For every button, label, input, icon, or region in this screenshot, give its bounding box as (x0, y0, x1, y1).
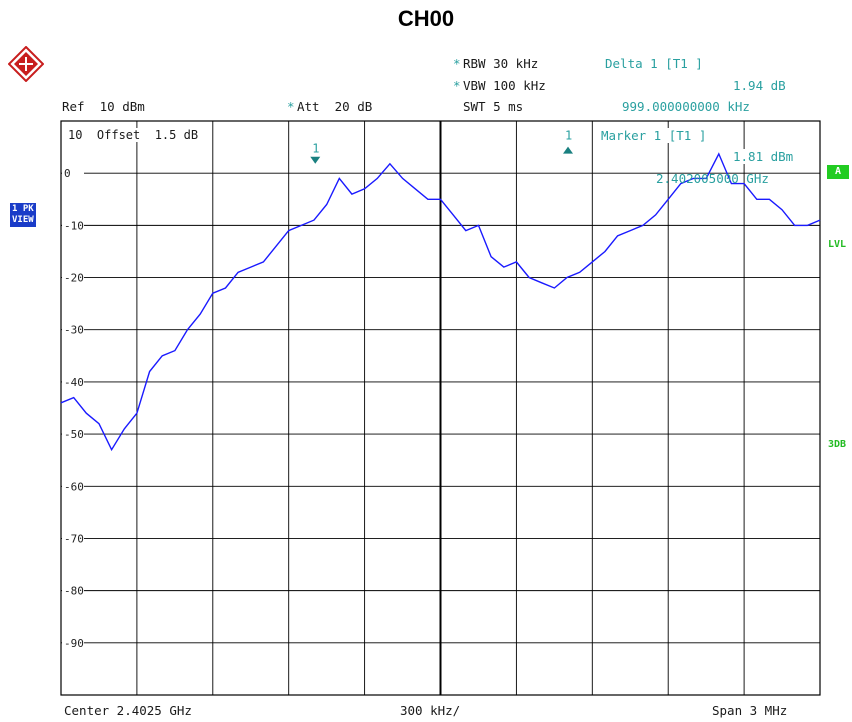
delta-marker-label: Delta 1 [T1 ] (605, 56, 703, 71)
y-tick-labels: 0 -10 -20 -30 -40 -50 -60 -70 -80 -90 (62, 167, 84, 650)
vbw-label: VBW 100 kHz (463, 78, 546, 93)
y-tick-label-bg (62, 271, 84, 283)
y-tick-label-bg (62, 532, 84, 544)
y-tick-label: -20 (64, 272, 84, 285)
lvl-label: LVL (828, 239, 847, 250)
trace-line (60, 152, 821, 452)
rohde-schwarz-logo-icon (8, 46, 44, 82)
center-frequency-label: Center 2.4025 GHz (64, 703, 192, 718)
plot-grid (60, 120, 821, 696)
trace-a-badge: A (827, 165, 849, 179)
offset-label: 10 Offset 1.5 dB (68, 128, 199, 142)
ref-level-label: Ref 10 dBm (62, 99, 145, 114)
span-label: Span 3 MHz (712, 703, 788, 718)
delta-marker-frequency: 999.000000000 kHz (622, 99, 750, 114)
y-tick-label: -90 (64, 637, 84, 650)
marker-triangle (310, 156, 321, 164)
y-tick-label-bg (62, 219, 84, 231)
y-tick-label-bg (62, 167, 84, 179)
y-tick-label-bg (62, 428, 84, 440)
chart-title: CH00 (397, 6, 455, 31)
marker-number-label: 1 (312, 142, 319, 156)
y-tick-label: -80 (64, 585, 84, 598)
y-tick-label-bg (62, 636, 84, 648)
y-tick-label: -30 (64, 324, 84, 337)
trace-mode-tag: 1 PK VIEW (10, 203, 36, 227)
3db-label: 3DB (828, 439, 847, 450)
marker-number-label: 1 (565, 129, 572, 143)
trace-mode-line1: 1 PK (12, 204, 34, 214)
y-tick-label: -70 (64, 532, 84, 545)
per-division-label: 300 kHz/ (400, 703, 461, 718)
y-tick-label: -10 (64, 219, 84, 232)
y-tick-label: -50 (64, 428, 84, 441)
swt-label: SWT 5 ms (463, 99, 524, 114)
delta-marker-value: 1.94 dB (733, 78, 786, 93)
trace-mode-line2: VIEW (12, 215, 34, 225)
y-tick-label: -40 (64, 376, 84, 389)
y-tick-label: 0 (64, 167, 71, 180)
y-tick-label-bg (62, 323, 84, 335)
att-star: * (287, 99, 295, 114)
marker-1-label: Marker 1 [T1 ] (601, 128, 707, 143)
y-tick-label-bg (62, 584, 84, 596)
marker-1-value: 1.81 dBm (733, 149, 794, 164)
y-tick-label-bg (62, 375, 84, 387)
marker-triangle (563, 146, 574, 154)
y-tick-label: -60 (64, 480, 84, 493)
y-tick-label-bg (62, 480, 84, 492)
markers-layer: 11 (310, 129, 574, 164)
rbw-label: RBW 30 kHz (463, 56, 539, 71)
rbw-star: * (453, 56, 461, 71)
marker-1-frequency: 2.402005000 GHz (656, 171, 769, 186)
vbw-star: * (453, 78, 461, 93)
attenuation-label: Att 20 dB (297, 99, 373, 114)
